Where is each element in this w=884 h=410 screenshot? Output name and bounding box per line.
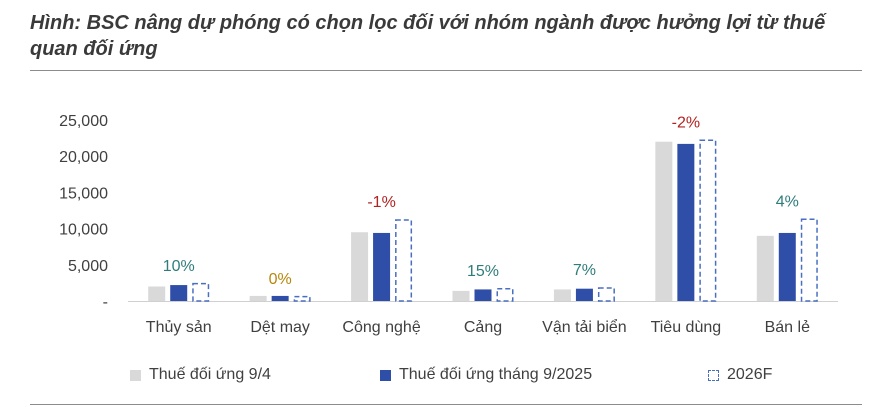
legend-item-series3: 2026F (708, 366, 772, 384)
y-tick-label: 10,000 (59, 222, 108, 239)
x-tick-label: Bán lẻ (765, 319, 810, 336)
data-label: 4% (776, 193, 799, 210)
data-label: 0% (269, 271, 292, 288)
bar-series1 (351, 232, 369, 301)
x-tick-label: Cảng (464, 319, 502, 336)
legend-swatch-blue-icon (380, 369, 391, 381)
legend-item-series1: Thuế đối ứng 9/4 (130, 366, 271, 384)
bar-series2 (575, 288, 593, 301)
legend-label-series2: Thuế đối ứng tháng 9/2025 (399, 366, 593, 383)
y-tick-label: 25,000 (59, 113, 108, 130)
x-tick-label: Tiêu dùng (651, 319, 722, 336)
x-tick-label: Công nghệ (342, 319, 420, 336)
data-label: -1% (367, 194, 395, 211)
bar-series1 (148, 286, 166, 301)
legend-swatch-gray-icon (130, 369, 141, 381)
legend: Thuế đối ứng 9/4 Thuế đối ứng tháng 9/20… (0, 366, 884, 392)
bottom-divider (30, 404, 862, 405)
x-tick-label: Vận tải biển (542, 318, 627, 336)
x-tick-label: Thủy sản (146, 319, 212, 336)
legend-label-series1: Thuế đối ứng 9/4 (149, 366, 271, 383)
y-tick-label: 20,000 (59, 149, 108, 166)
bar-series3 (597, 287, 615, 302)
chart-title: Hình: BSC nâng dự phóng có chọn lọc đối … (30, 12, 826, 60)
data-label: 10% (163, 258, 195, 275)
legend-label-series3: 2026F (727, 366, 773, 383)
bar-series2 (474, 289, 492, 301)
x-tick-label: Dệt may (250, 319, 310, 336)
bar-series3 (496, 287, 514, 302)
y-tick-label: 15,000 (59, 185, 108, 202)
bar-series2 (677, 143, 695, 301)
y-tick-label: - (103, 294, 108, 311)
bar-chart: - 5,000 10,000 15,000 20,000 25,000 10% Thủy sả… (59, 113, 838, 336)
y-tick-label: 5,000 (68, 258, 108, 275)
bar-series1 (452, 290, 470, 301)
bar-series2 (271, 295, 289, 301)
bar-series1 (553, 289, 571, 301)
data-label: -2% (672, 115, 700, 132)
legend-swatch-dashed-icon (708, 369, 719, 381)
bar-series3 (395, 219, 413, 302)
top-divider (30, 70, 862, 71)
bar-series1 (249, 295, 267, 301)
bar-series3 (192, 282, 210, 302)
legend-item-series2: Thuế đối ứng tháng 9/2025 (380, 366, 592, 384)
bar-series2 (373, 232, 391, 301)
data-label: 7% (573, 262, 596, 279)
bar-series2 (170, 285, 188, 301)
data-label: 15% (467, 263, 499, 280)
bar-series3 (800, 218, 818, 302)
bar-series3 (699, 139, 717, 302)
bar-series2 (778, 232, 796, 301)
bar-series3 (293, 295, 311, 302)
bar-series1 (756, 235, 774, 301)
bar-series1 (655, 141, 673, 301)
